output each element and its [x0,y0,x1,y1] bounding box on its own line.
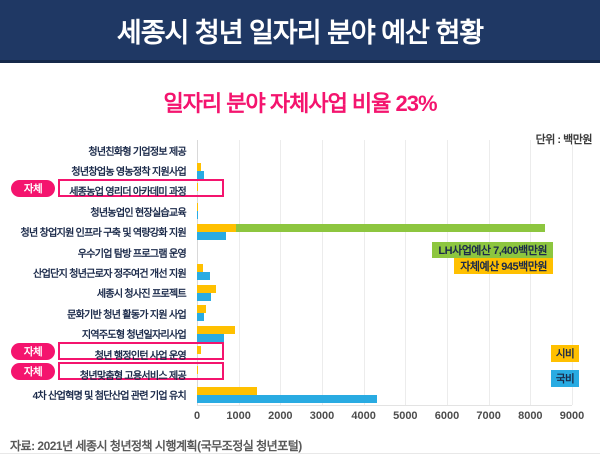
self-funded-badge: 자체 [11,179,55,197]
chart-row-11: 자체 청년맞춤형 고용서비스 제공 [0,362,600,384]
bar-sibi [197,182,198,191]
annotation-label-1: 자체예산 945백만원 [454,258,553,274]
gridline-6000 [447,140,448,405]
chart-row-6: 산업단지 청년근로자 정주여건 개선 지원 [0,262,600,282]
gridline-2000 [280,140,282,405]
self-funded-highlight-box [58,362,224,381]
bar-gukbi [197,333,225,342]
footer-divider [0,453,600,454]
chart-row-0: 청년친화형 기업정보 제공 [0,140,600,160]
bar-sibi [197,203,199,212]
x-tick-7000: 7000 [476,410,501,422]
unit-label: 단위 : 백만원 [535,134,593,146]
self-funded-highlight-box [58,341,224,360]
page-title: 세종시 청년 일자리 분야 예산 현황 [116,17,484,48]
bar-gukbi [197,211,198,220]
bar-sibi [197,223,237,232]
bar-sibi [197,284,216,293]
x-tick-2000: 2000 [268,410,293,422]
gridline-4000 [363,140,365,405]
category-label: 청년 행정인턴 사업 운영 [94,350,187,362]
gridline-1000 [238,140,240,405]
x-tick-8000: 8000 [518,410,543,422]
self-funded-badge: 자체 [11,363,55,381]
bar-gukbi [197,170,205,179]
chart-subtitle: 일자리 분야 자체사업 비율 23% [163,91,437,116]
legend-item-gukbi: 국비 [551,370,579,387]
source-note: 자료: 2021년 세종시 청년정책 시행계획(국무조정실 청년포털) [10,439,302,453]
category-label: 지역주도형 청년일자리사업 [81,330,187,342]
x-tick-3000: 3000 [309,410,335,422]
bar-gukbi [197,313,205,322]
x-tick-5000: 5000 [393,410,418,422]
bar-gukbi [197,292,211,301]
x-tick-1000: 1000 [226,410,251,422]
annotation-label-0: LH사업예산 7,400백만원 [432,242,553,258]
category-label: 문화기반 청년 활동가 지원 사업 [67,309,187,321]
chart-row-12: 4차 산업혁명 및 첨단산업 관련 기업 유치 [0,385,600,405]
category-label: 청년 창업지원 인프라 구축 및 역량강화 지원 [20,228,187,240]
bar-sibi [197,325,235,334]
bar-sibi [197,386,257,395]
self-funded-highlight-box [58,178,224,197]
title-bar: 세종시 청년 일자리 분야 예산 현황 [0,0,600,63]
chart-row-10: 자체 청년 행정인턴 사업 운영 [0,341,600,364]
bar-sibi [197,264,204,273]
bar-gukbi [197,272,210,281]
chart-row-2: 자체 세종농업 영리더 아카데미 과정 [0,178,600,201]
category-label: 산업단지 청년근로자 정주여건 개선 지원 [33,268,187,280]
x-axis-line [197,405,572,406]
self-funded-badge: 자체 [11,342,55,360]
bar-sibi [197,305,206,314]
x-tick-4000: 4000 [351,410,376,422]
category-label: 세종시 청사진 프로젝트 [96,289,187,301]
x-tick-9000: 9000 [559,410,585,422]
x-tick-6000: 6000 [434,410,460,422]
category-label: 청년창업농 영농정착 지원사업 [71,167,186,179]
legend-item-sibi: 시비 [551,345,579,362]
chart-row-3: 청년농업인 현장실습교육 [0,201,600,221]
category-label: 세종농업 영리더 아카데미 과정 [69,187,186,199]
bar-gukbi [197,231,227,240]
chart-row-7: 세종시 청사진 프로젝트 [0,283,600,303]
x-tick-0: 0 [193,410,201,422]
bar-lh [236,223,545,232]
bar-sibi [197,162,201,171]
chart-row-9: 지역주도형 청년일자리사업 [0,323,600,343]
category-label: 청년친화형 기업정보 제공 [88,146,186,158]
category-label: 청년맞춤형 고용서비스 제공 [79,370,187,382]
gridline-9000 [572,140,573,405]
chart-row-4: 청년 창업지원 인프라 구축 및 역량강화 지원 [0,222,600,242]
gridline-5000 [405,140,407,405]
bar-chart: 0 1000 2000 3000 4000 5000 6000 7000 8000 9000 청년친… [0,140,600,422]
bar-gukbi [197,394,377,403]
category-label: 청년농업인 현장실습교육 [90,207,186,219]
chart-row-5: 우수기업 탐방 프로그램 운영 [0,242,600,262]
gridline-3000 [322,140,323,405]
category-label: 우수기업 탐방 프로그램 운영 [77,248,187,260]
category-label: 4차 산업혁명 및 첨단산업 관련 기업 유치 [32,391,187,403]
chart-row-8: 문화기반 청년 활동가 지원 사업 [0,303,600,323]
chart-row-1: 청년창업농 영농정착 지원사업 [0,160,600,180]
bar-sibi [197,346,202,355]
